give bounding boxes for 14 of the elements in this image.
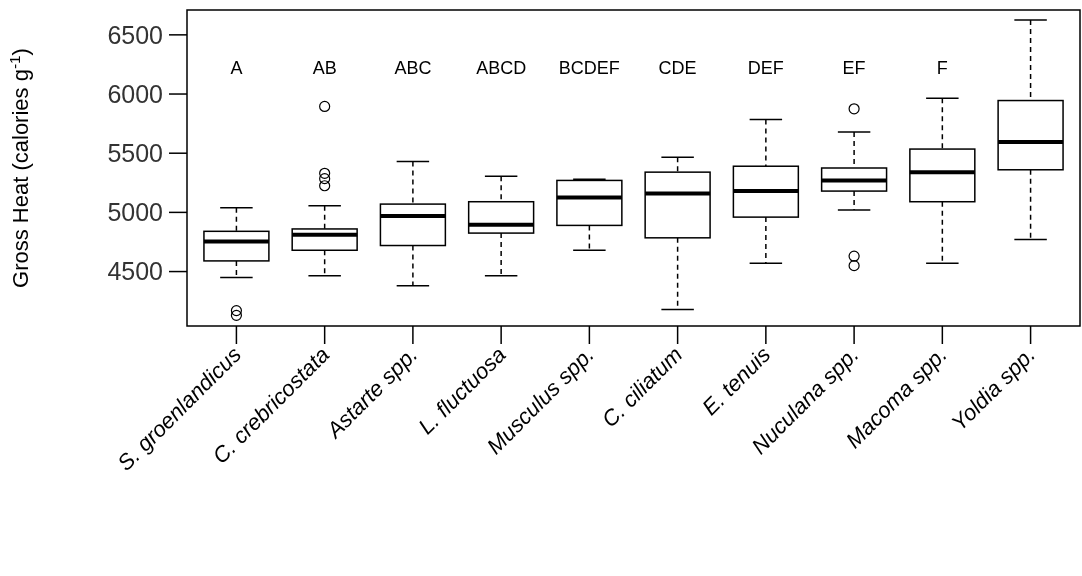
annotation: A <box>230 58 243 79</box>
annotation: CDE <box>658 58 697 79</box>
annotation: DEF <box>747 58 784 79</box>
annotation: AB <box>312 58 337 79</box>
y-tick-label: 6000 <box>107 79 163 108</box>
y-tick-label: 5500 <box>107 138 163 167</box>
annotation: F <box>936 58 948 79</box>
y-tick-label: 6500 <box>107 20 163 49</box>
y-tick-label: 5000 <box>107 198 163 227</box>
annotation: BCDEF <box>558 58 620 79</box>
annotation: ABCD <box>476 58 527 79</box>
annotation: EF <box>842 58 866 79</box>
annotation: ABC <box>394 58 432 79</box>
y-tick-label: 4500 <box>107 257 163 286</box>
